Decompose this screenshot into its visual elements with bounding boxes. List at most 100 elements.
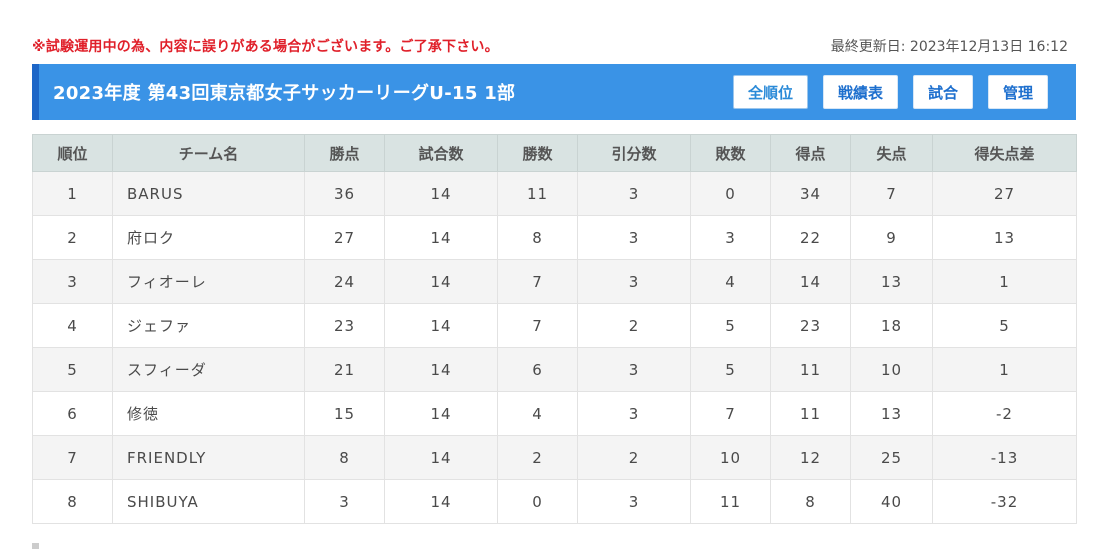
cell-points: 21: [304, 347, 385, 392]
cell-points: 36: [304, 171, 385, 216]
cell-goals-against: 25: [850, 435, 933, 480]
cell-rank: 6: [32, 391, 113, 436]
cell-rank: 8: [32, 479, 113, 524]
table-row: 3 フィオーレ 24 14 7 3 4 14 13 1: [32, 259, 1077, 304]
header-wins: 勝数: [497, 134, 578, 172]
header-team: チーム名: [112, 134, 305, 172]
standings-table: 順位 チーム名 勝点 試合数 勝数 引分数 敗数 得点 失点 得失点差 1 BAR…: [32, 134, 1077, 524]
footer-marker: [32, 543, 39, 549]
cell-draws: 3: [577, 171, 691, 216]
cell-wins: 7: [497, 303, 578, 348]
cell-goals-against: 10: [850, 347, 933, 392]
cell-points: 8: [304, 435, 385, 480]
table-header-row: 順位 チーム名 勝点 試合数 勝数 引分数 敗数 得点 失点 得失点差: [32, 134, 1077, 172]
cell-goals-for: 8: [770, 479, 851, 524]
standings-button[interactable]: 全順位: [732, 75, 808, 109]
results-table-button[interactable]: 戦績表: [822, 75, 898, 109]
cell-wins: 0: [497, 479, 578, 524]
cell-goals-for: 23: [770, 303, 851, 348]
cell-losses: 5: [690, 303, 771, 348]
cell-goal-difference: 5: [932, 303, 1077, 348]
cell-points: 27: [304, 215, 385, 260]
notice-row: ※試験運用中の為、内容に誤りがある場合がございます。ご了承下さい。 最終更新日:…: [32, 36, 1076, 56]
cell-points: 15: [304, 391, 385, 436]
cell-losses: 4: [690, 259, 771, 304]
cell-team-name: BARUS: [112, 171, 305, 216]
cell-goals-against: 40: [850, 479, 933, 524]
cell-losses: 0: [690, 171, 771, 216]
cell-played: 14: [384, 347, 498, 392]
cell-goal-difference: 1: [932, 259, 1077, 304]
cell-losses: 7: [690, 391, 771, 436]
cell-wins: 8: [497, 215, 578, 260]
header-goals-against: 失点: [850, 134, 933, 172]
cell-losses: 11: [690, 479, 771, 524]
cell-goals-against: 9: [850, 215, 933, 260]
cell-team-name: SHIBUYA: [112, 479, 305, 524]
cell-goals-against: 7: [850, 171, 933, 216]
cell-draws: 3: [577, 259, 691, 304]
last-updated: 最終更新日: 2023年12月13日 16:12: [830, 39, 1068, 55]
cell-wins: 2: [497, 435, 578, 480]
cell-goals-against: 18: [850, 303, 933, 348]
league-header: 2023年度 第43回東京都女子サッカーリーグU-15 1部 全順位 戦績表 試…: [32, 64, 1076, 120]
table-row: 2 府ロク 27 14 8 3 3 22 9 13: [32, 215, 1077, 260]
cell-wins: 6: [497, 347, 578, 392]
cell-goal-difference: 1: [932, 347, 1077, 392]
cell-goals-for: 34: [770, 171, 851, 216]
header-played: 試合数: [384, 134, 498, 172]
cell-goals-for: 11: [770, 347, 851, 392]
table-row: 4 ジェファ 23 14 7 2 5 23 18 5: [32, 303, 1077, 348]
table-row: 5 スフィーダ 21 14 6 3 5 11 10 1: [32, 347, 1077, 392]
cell-draws: 3: [577, 347, 691, 392]
cell-played: 14: [384, 435, 498, 480]
cell-played: 14: [384, 215, 498, 260]
cell-rank: 2: [32, 215, 113, 260]
header-points: 勝点: [304, 134, 385, 172]
cell-losses: 10: [690, 435, 771, 480]
cell-team-name: 修徳: [112, 391, 305, 436]
cell-team-name: 府ロク: [112, 215, 305, 260]
cell-losses: 3: [690, 215, 771, 260]
admin-button[interactable]: 管理: [987, 75, 1048, 109]
cell-draws: 3: [577, 391, 691, 436]
cell-draws: 3: [577, 215, 691, 260]
cell-goals-against: 13: [850, 259, 933, 304]
table-row: 1 BARUS 36 14 11 3 0 34 7 27: [32, 171, 1077, 216]
league-title: 2023年度 第43回東京都女子サッカーリーグU-15 1部: [53, 83, 516, 104]
cell-goal-difference: -13: [932, 435, 1077, 480]
cell-rank: 1: [32, 171, 113, 216]
table-row: 6 修徳 15 14 4 3 7 11 13 -2: [32, 391, 1077, 436]
cell-played: 14: [384, 171, 498, 216]
cell-goals-for: 22: [770, 215, 851, 260]
cell-rank: 3: [32, 259, 113, 304]
cell-goals-for: 12: [770, 435, 851, 480]
header-draws: 引分数: [577, 134, 691, 172]
cell-draws: 2: [577, 435, 691, 480]
cell-played: 14: [384, 259, 498, 304]
header-goal-difference: 得失点差: [932, 134, 1077, 172]
matches-button[interactable]: 試合: [912, 75, 973, 109]
cell-points: 23: [304, 303, 385, 348]
cell-goal-difference: 27: [932, 171, 1077, 216]
cell-team-name: スフィーダ: [112, 347, 305, 392]
cell-points: 24: [304, 259, 385, 304]
cell-wins: 11: [497, 171, 578, 216]
cell-goal-difference: -32: [932, 479, 1077, 524]
cell-goals-for: 11: [770, 391, 851, 436]
table-row: 8 SHIBUYA 3 14 0 3 11 8 40 -32: [32, 479, 1077, 524]
cell-draws: 3: [577, 479, 691, 524]
trial-notice: ※試験運用中の為、内容に誤りがある場合がございます。ご了承下さい。: [32, 39, 499, 55]
cell-losses: 5: [690, 347, 771, 392]
cell-goals-for: 14: [770, 259, 851, 304]
cell-wins: 7: [497, 259, 578, 304]
cell-goals-against: 13: [850, 391, 933, 436]
header-losses: 敗数: [690, 134, 771, 172]
cell-goal-difference: -2: [932, 391, 1077, 436]
cell-played: 14: [384, 391, 498, 436]
cell-points: 3: [304, 479, 385, 524]
cell-rank: 5: [32, 347, 113, 392]
cell-team-name: ジェファ: [112, 303, 305, 348]
table-row: 7 FRIENDLY 8 14 2 2 10 12 25 -13: [32, 435, 1077, 480]
cell-team-name: フィオーレ: [112, 259, 305, 304]
